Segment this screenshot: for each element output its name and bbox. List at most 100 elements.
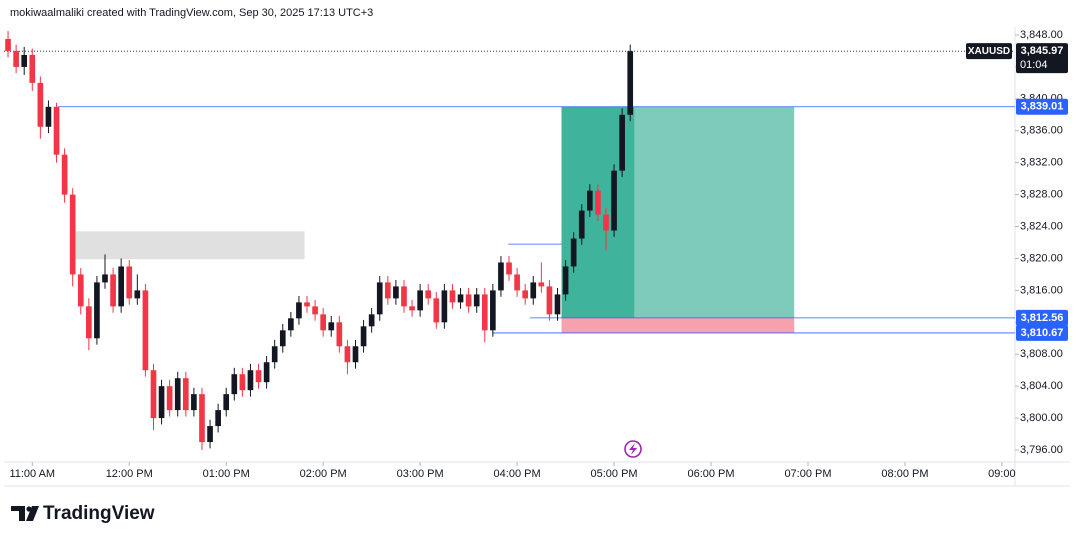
candle-body xyxy=(191,394,197,411)
candle-body xyxy=(5,38,11,51)
candle-body xyxy=(562,266,569,295)
candle-body xyxy=(498,262,504,291)
candle-body xyxy=(433,298,440,323)
level-tag-bg xyxy=(1016,309,1068,326)
candle-body xyxy=(570,238,577,267)
candle-body xyxy=(69,194,76,275)
candle-body xyxy=(554,294,561,315)
candle-body xyxy=(586,190,593,211)
y-tick-label: 3,800.00 xyxy=(1020,412,1063,424)
candle-body xyxy=(595,190,601,215)
candle-body xyxy=(465,294,472,307)
symbol-tag-bg xyxy=(966,43,1012,60)
candle-body xyxy=(207,426,213,443)
candle-body xyxy=(530,282,537,299)
y-tick-label: 3,808.00 xyxy=(1020,348,1063,360)
y-tick-label: 3,836.00 xyxy=(1020,125,1063,137)
x-tick-label: 12:00 PM xyxy=(106,468,153,480)
candle-body xyxy=(360,326,367,347)
candle-body xyxy=(134,290,141,299)
brand-name: TradingView xyxy=(43,503,155,524)
candle-body xyxy=(174,378,181,411)
candle-body xyxy=(546,286,553,315)
candle-body xyxy=(320,314,327,331)
x-tick-label: 02:00 PM xyxy=(300,468,347,480)
supply-zone xyxy=(71,231,305,260)
candle-body xyxy=(384,282,391,299)
candle-body xyxy=(344,346,351,363)
plot-area xyxy=(4,30,1015,451)
brand-logo xyxy=(11,506,39,521)
x-tick-label: 11:00 AM xyxy=(9,468,55,480)
candle-body xyxy=(271,346,278,363)
countdown: 01:04 xyxy=(1020,59,1048,71)
candle-body xyxy=(239,374,246,391)
candle-body xyxy=(490,290,496,331)
y-tick-label: 3,832.00 xyxy=(1020,157,1063,169)
candle-body xyxy=(199,394,205,443)
candle-body xyxy=(376,282,383,315)
last-price-tag: 3,845.97 xyxy=(1021,45,1064,57)
x-tick-label: 04:00 PM xyxy=(494,468,541,480)
candle-body xyxy=(522,290,529,299)
candle-body xyxy=(223,394,230,411)
candle-body xyxy=(312,306,318,315)
x-tick-label: 06:00 PM xyxy=(687,468,734,480)
candle-body xyxy=(368,314,375,327)
y-tick-label: 3,804.00 xyxy=(1020,380,1063,392)
candle-body xyxy=(352,346,359,363)
candle-body xyxy=(37,82,44,127)
candle-body xyxy=(506,262,512,275)
candle-body xyxy=(425,290,432,299)
candle-body xyxy=(441,290,448,323)
candle-body xyxy=(53,106,60,155)
level-tag: 3,810.67 xyxy=(1021,327,1064,339)
level-tag: 3,839.01 xyxy=(1021,101,1064,113)
last-price-tag-bg xyxy=(1016,43,1068,74)
x-tick-label: 01:00 PM xyxy=(203,468,250,480)
candle-body xyxy=(102,274,108,283)
candle-body xyxy=(255,370,262,383)
candle-body xyxy=(514,274,520,291)
candle-body xyxy=(336,322,343,347)
candle-body xyxy=(231,374,238,395)
lightning-icon xyxy=(624,440,642,458)
candle-body xyxy=(393,286,399,299)
candle-body xyxy=(150,370,157,419)
candle-body xyxy=(401,286,407,307)
candle-body xyxy=(247,370,254,391)
candle-body xyxy=(118,266,124,307)
candle-body xyxy=(611,170,617,231)
candle-body xyxy=(457,294,464,303)
position-loss xyxy=(561,317,795,333)
candle-body xyxy=(603,214,609,231)
candle-body xyxy=(619,114,625,171)
x-tick-label: 09:00 xyxy=(988,468,1016,480)
level-tag: 3,812.56 xyxy=(1021,312,1064,324)
candle-body xyxy=(578,210,585,239)
candle-body xyxy=(94,282,100,339)
candle-body xyxy=(279,330,286,347)
y-tick-label: 3,816.00 xyxy=(1020,284,1063,296)
candle-body xyxy=(449,290,456,303)
candle-body xyxy=(409,306,415,311)
x-tick-label: 07:00 PM xyxy=(784,468,831,480)
candle-body xyxy=(126,266,133,299)
y-tick-label: 3,848.00 xyxy=(1020,29,1063,41)
candle-body xyxy=(304,302,310,307)
candle-body xyxy=(110,274,116,307)
level-tag-bg xyxy=(1016,98,1068,115)
candle-body xyxy=(77,274,84,307)
y-tick-label: 3,828.00 xyxy=(1020,189,1063,201)
candle-body xyxy=(86,306,92,339)
y-tick-label: 3,824.00 xyxy=(1020,220,1063,232)
candle-body xyxy=(61,154,68,195)
x-tick-label: 03:00 PM xyxy=(397,468,444,480)
candle-body xyxy=(263,362,270,383)
candle-body xyxy=(45,106,52,127)
candle-body xyxy=(296,302,302,319)
symbol-tag: XAUUSD xyxy=(968,46,1010,57)
level-tag-bg xyxy=(1016,324,1068,341)
